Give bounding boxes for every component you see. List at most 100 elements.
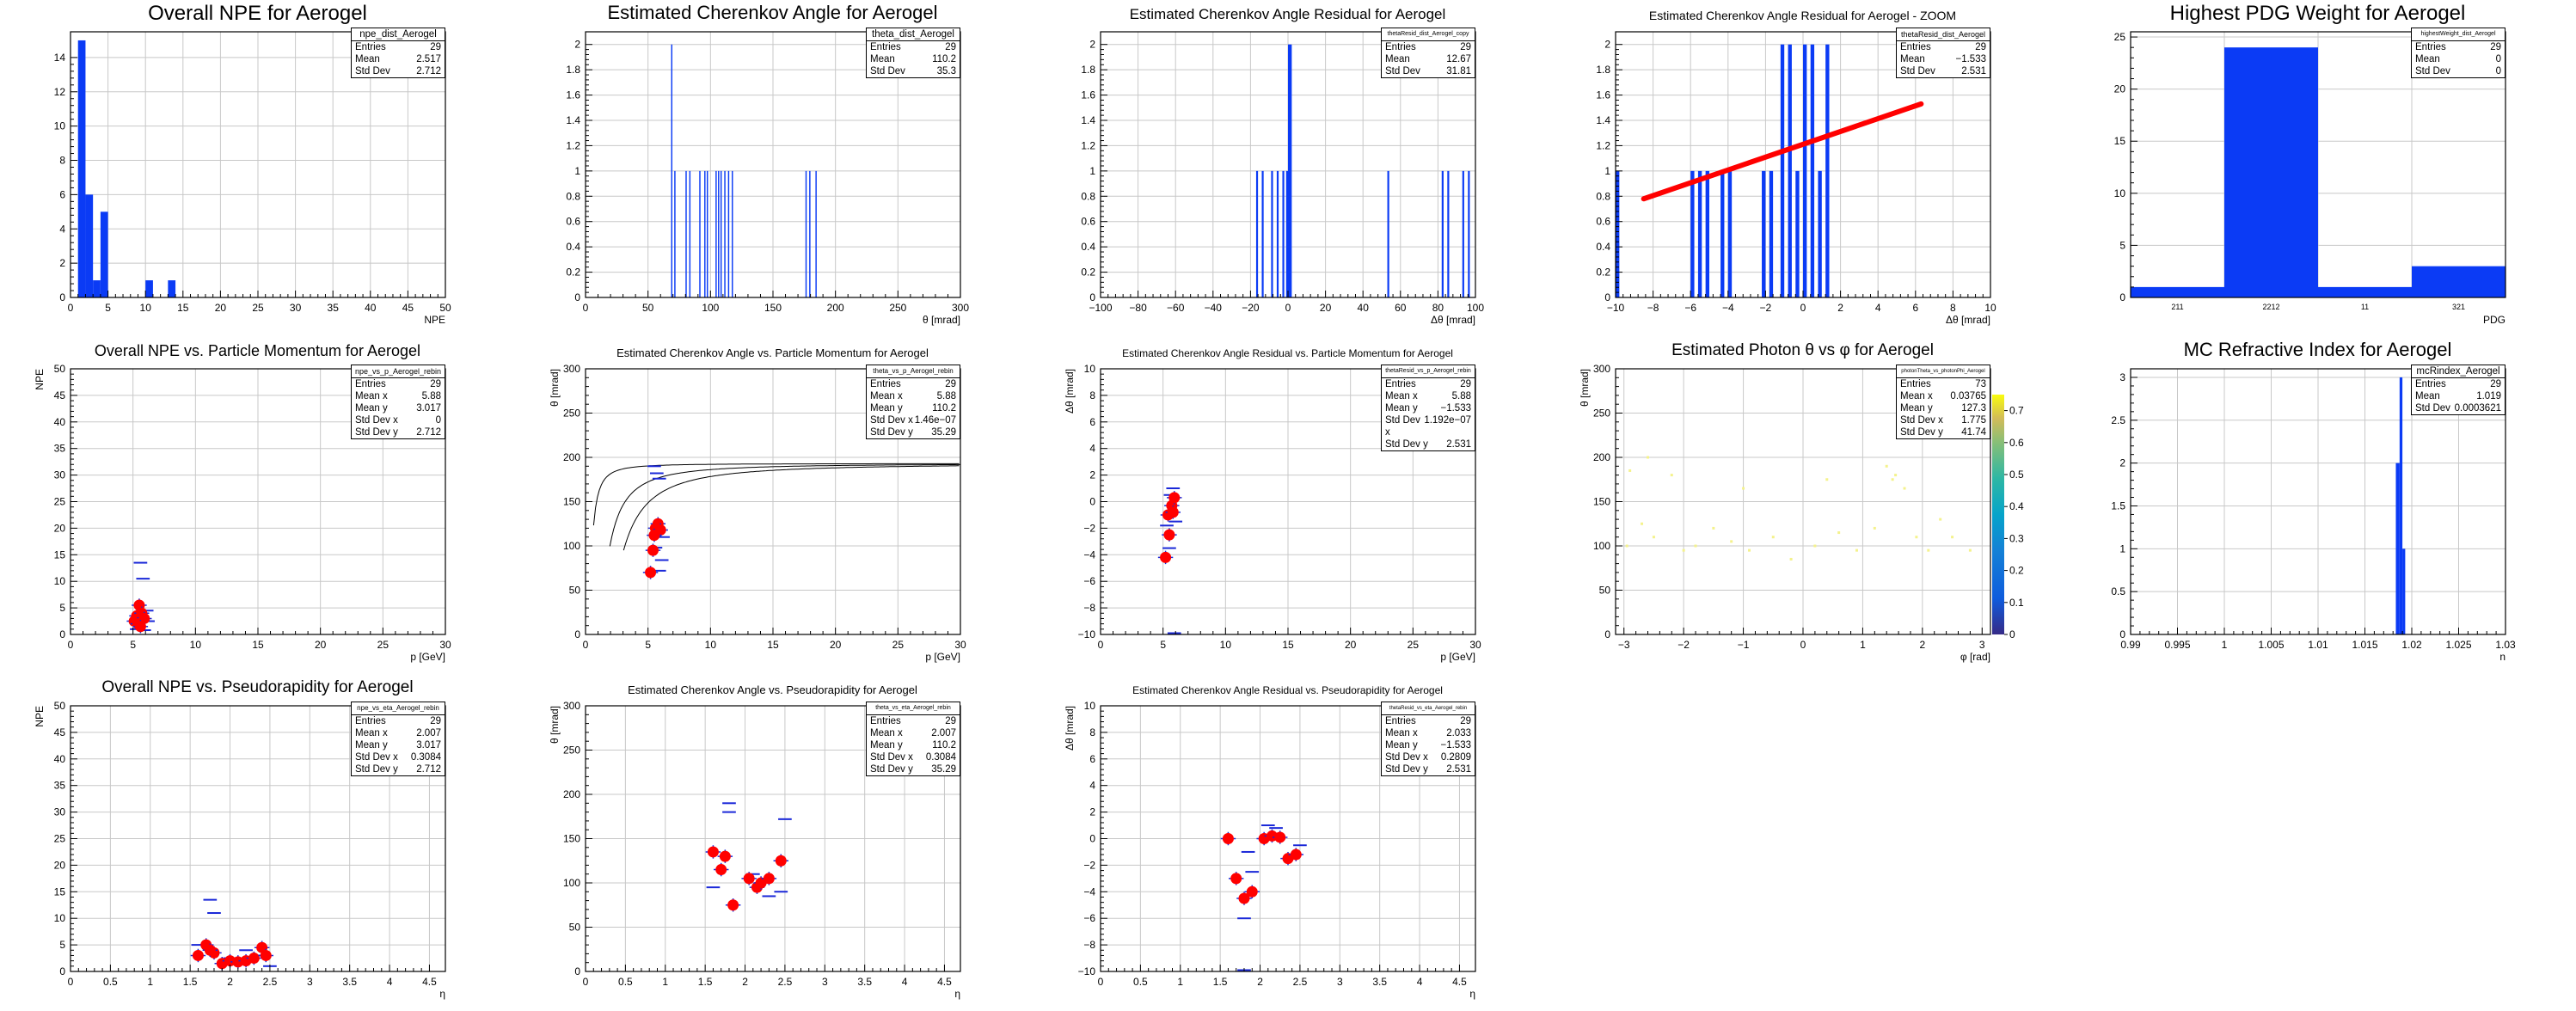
x-tick-label: 0: [583, 976, 589, 988]
x-axis-label: θ [mrad]: [923, 314, 960, 326]
stats-value: 2.712: [416, 427, 441, 438]
stats-row: Std Dev y 35.29: [867, 763, 960, 775]
chart-panel-p4: Estimated Cherenkov Angle Residual for A…: [1545, 0, 2060, 337]
x-tick-label: 2: [1257, 976, 1263, 988]
x-tick-label: 4: [902, 976, 908, 988]
stats-row: Entries 29: [352, 715, 445, 727]
stats-key: Mean y: [1385, 403, 1418, 414]
x-tick-label: −80: [1129, 302, 1147, 314]
x-tick-label: 5: [645, 639, 651, 651]
stats-value: 12.67: [1446, 54, 1471, 64]
chart-svg: 0 50 100 150 200 250 300 0 0.2 0.4 0.6 0.8 1 1.2 1.4 1.…: [566, 31, 969, 326]
palette-tick-label: 0.7: [2009, 405, 2024, 417]
y-tick-label: 0: [1089, 496, 1095, 508]
y-tick-label: 200: [563, 788, 580, 800]
y-tick-label: −6: [1083, 575, 1095, 587]
x-tick-label: 5: [105, 302, 111, 314]
stats-box: npe_vs_p_Aerogel_rebin Entries 29 Mean x 5.8…: [351, 365, 445, 439]
stats-box: theta_vs_p_Aerogel_rebin Entries 29 Mean x 5…: [866, 365, 960, 439]
data-point: [727, 899, 739, 911]
stats-key: Std Dev y: [355, 427, 398, 438]
stats-box: mcRindex_Aerogel Entries 29 Mean 1.019 Std De…: [2411, 365, 2505, 415]
histogram-bar: [1795, 170, 1800, 297]
heatmap-cell: [1968, 548, 1972, 552]
stats-key: Mean y: [1385, 740, 1418, 751]
x-tick-label: −60: [1167, 302, 1185, 314]
x-axis-label: η: [954, 988, 960, 1000]
y-tick-label: 45: [54, 726, 66, 738]
y-tick-label: 5: [59, 602, 65, 614]
y-tick-label: 1.8: [566, 64, 580, 76]
palette-tick-label: 0.6: [2009, 437, 2024, 449]
y-tick-label: 2: [59, 257, 65, 269]
stats-key: Entries: [1900, 42, 1931, 52]
stats-value: 0.2809: [1440, 752, 1471, 763]
x-tick-label: 3: [307, 976, 313, 988]
x-tick-label: 100: [702, 302, 719, 314]
stats-box: photonTheta_vs_photonPhi_Aerogel Entries 7…: [1896, 365, 1990, 439]
x-tick-label: 80: [1432, 302, 1444, 314]
histogram-bar: [1616, 170, 1620, 297]
y-tick-label: 4: [59, 223, 65, 235]
y-tick-label: 10: [1084, 363, 1096, 375]
y-tick-label: 15: [54, 885, 66, 898]
data-point: [1167, 506, 1179, 518]
x-tick-label: 3: [1337, 976, 1343, 988]
histogram-bar: [2402, 548, 2406, 634]
chart-title: Estimated Cherenkov Angle vs. Particle M…: [616, 346, 929, 359]
histogram-bar: [1788, 44, 1792, 297]
y-tick-label: 25: [54, 833, 66, 845]
stats-row: Mean −1.533: [1897, 53, 1990, 65]
stats-value: 5.88: [421, 391, 441, 401]
stats-value: 29: [2490, 379, 2501, 389]
y-axis-label: Δθ [mrad]: [1064, 369, 1076, 414]
y-tick-label: 35: [54, 780, 66, 792]
data-point: [719, 850, 731, 862]
y-tick-label: 6: [59, 188, 65, 200]
stats-row: Std Dev x 0.3084: [352, 751, 445, 763]
y-tick-label: 2.5: [2111, 414, 2125, 426]
stats-value: 5.88: [1451, 391, 1471, 401]
chart-title: Overall NPE vs. Pseudorapidity for Aerog…: [101, 678, 414, 696]
histogram-bar: [2399, 377, 2403, 634]
stats-row: Entries 29: [867, 41, 960, 53]
stats-key: Std Dev: [1900, 66, 1935, 77]
stats-box-name: mcRindex_Aerogel: [2412, 365, 2505, 378]
stats-row: Entries 29: [1382, 378, 1475, 390]
x-tick-label: 1.5: [183, 976, 198, 988]
x-tick-label: 0: [68, 302, 74, 314]
stats-key: Entries: [2415, 42, 2446, 52]
stats-key: Std Dev x: [1385, 752, 1428, 763]
stats-value: 110.2: [932, 740, 956, 751]
grid: [1616, 369, 1990, 634]
stats-key: Mean y: [355, 740, 388, 751]
x-tick-label: 0.99: [2120, 639, 2141, 651]
chart-svg: 0 0.5 1 1.5 2 2.5 3 3.5 4 4.5 −10 −8 −6 −4 −2 0 2 4 6 8 10 η Δ…: [1064, 700, 1476, 1000]
x-tick-label: 3: [822, 976, 828, 988]
histogram-bar: [1462, 170, 1464, 297]
y-tick-label: 0.4: [1081, 241, 1095, 253]
stats-key: Mean: [1385, 54, 1410, 64]
y-tick-label: 1.4: [1596, 114, 1610, 126]
histogram-bar: [1387, 170, 1389, 297]
histogram-bar: [93, 280, 101, 297]
y-tick-label: 0: [2119, 628, 2125, 640]
data-point: [192, 949, 204, 961]
data-point: [715, 864, 727, 876]
histogram-bar: [1255, 170, 1259, 297]
stats-box: npe_dist_Aerogel Entries 29 Mean 2.517 Std De…: [351, 28, 445, 78]
y-tick-label: 5: [2119, 239, 2125, 251]
heatmap-cell: [1628, 469, 1632, 472]
x-axis-label: p [GeV]: [925, 651, 960, 663]
x-tick-label: 30: [954, 639, 966, 651]
palette-tick-label: 0.1: [2009, 597, 2024, 609]
chart-svg: −10 −8 −6 −4 −2 0 2 4 6 8 10 0 0.2 0.4 0.6 0.8 1 1.2 1.4 1.…: [1596, 31, 1996, 326]
stats-key: Mean: [2415, 391, 2440, 401]
stats-value: 1.019: [2476, 391, 2501, 401]
x-axis-label: PDG: [2483, 314, 2505, 326]
chart-title: Estimated Cherenkov Angle Residual for A…: [1129, 6, 1446, 22]
x-tick-label: 0: [1800, 639, 1806, 651]
stats-key: Std Dev x: [355, 752, 398, 763]
chart-panel-p6: Overall NPE vs. Particle Momentum for Ae…: [0, 337, 515, 674]
chart-svg: 0 0.5 1 1.5 2 2.5 3 3.5 4 4.5 0 50 100 150 200 250 300 η θ…: [549, 700, 961, 1000]
